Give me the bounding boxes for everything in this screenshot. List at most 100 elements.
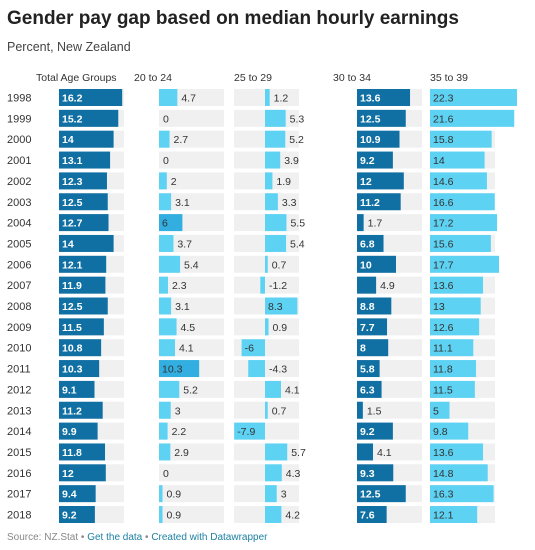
data-label: 5.8 xyxy=(360,364,375,376)
footer-separator: • xyxy=(78,532,88,543)
bar xyxy=(159,276,168,294)
bar xyxy=(265,130,286,148)
data-label: 12.5 xyxy=(360,113,381,125)
data-label: 0.7 xyxy=(272,405,287,417)
data-label: 3.1 xyxy=(175,301,190,313)
data-label: 2.7 xyxy=(174,134,189,146)
data-label: 14 xyxy=(62,134,74,146)
row-label-2011: 2011 xyxy=(7,364,31,376)
bar xyxy=(59,422,98,440)
data-label: 21.6 xyxy=(433,113,454,125)
bar-background xyxy=(159,485,224,503)
get-the-data-link[interactable]: Get the data xyxy=(87,532,143,543)
bar-background xyxy=(159,506,224,523)
data-label: 8.8 xyxy=(360,301,375,313)
data-label: 12.6 xyxy=(433,322,454,334)
bar xyxy=(159,401,171,419)
bar xyxy=(159,130,170,148)
data-label: 2.2 xyxy=(172,426,187,438)
data-label: 12.5 xyxy=(62,301,83,313)
data-label: 1.9 xyxy=(276,176,291,188)
bar-background xyxy=(159,401,224,419)
bar xyxy=(357,464,394,482)
bar xyxy=(430,318,480,336)
datawrapper-credit-link[interactable]: Created with Datawrapper xyxy=(151,532,268,543)
data-label: 1.2 xyxy=(274,93,289,105)
bar xyxy=(357,339,389,357)
bar xyxy=(59,109,119,127)
bar xyxy=(159,360,200,378)
data-label: 16.2 xyxy=(62,93,83,105)
data-label: 13.1 xyxy=(62,155,83,167)
row-label-2014: 2014 xyxy=(7,426,31,438)
data-label: -7.9 xyxy=(237,426,255,438)
bar xyxy=(430,193,495,211)
bar xyxy=(265,172,273,190)
bar xyxy=(265,255,268,273)
data-label: 3.1 xyxy=(175,197,190,209)
data-label: 12.1 xyxy=(62,259,83,271)
bar xyxy=(234,422,265,440)
bar xyxy=(59,172,107,190)
data-label: 10.3 xyxy=(62,364,83,376)
bar xyxy=(357,214,364,232)
data-label: -1.2 xyxy=(269,280,287,292)
bar-background xyxy=(159,151,224,169)
data-label: 11.1 xyxy=(433,343,453,355)
data-label: 9.2 xyxy=(360,155,375,167)
bar-background xyxy=(357,401,422,419)
data-label: 22.3 xyxy=(433,93,454,105)
bar xyxy=(430,130,492,148)
bar-background xyxy=(159,443,224,461)
bar xyxy=(159,234,174,252)
data-label: 4.1 xyxy=(377,447,392,459)
data-label: 11.8 xyxy=(62,447,82,459)
bar xyxy=(265,297,298,315)
bar xyxy=(357,234,384,252)
bar-background xyxy=(159,109,224,127)
row-label-2000: 2000 xyxy=(7,134,31,146)
bar xyxy=(265,151,281,169)
bar xyxy=(430,422,469,440)
data-label: 12 xyxy=(360,176,372,188)
bar-background xyxy=(357,214,422,232)
bar xyxy=(430,401,450,419)
data-label: 14.6 xyxy=(433,176,454,188)
data-label: 5.2 xyxy=(289,134,304,146)
data-label: 5.4 xyxy=(290,238,305,250)
bar xyxy=(159,422,168,440)
data-label: 4.2 xyxy=(285,510,300,522)
data-label: 14.8 xyxy=(433,468,454,480)
bar xyxy=(430,276,484,294)
bar xyxy=(265,234,287,252)
data-label: 9.4 xyxy=(62,489,77,501)
data-label: 15.2 xyxy=(62,113,83,125)
row-label-2004: 2004 xyxy=(7,218,31,230)
data-label: 4.1 xyxy=(179,343,194,355)
data-label: 9.2 xyxy=(62,510,77,522)
data-label: 12.7 xyxy=(62,218,83,230)
bar xyxy=(260,276,265,294)
data-label: 8 xyxy=(360,343,366,355)
row-label-2003: 2003 xyxy=(7,197,31,209)
chart-footer: Source: NZ.Stat • Get the data • Created… xyxy=(7,532,267,543)
bar xyxy=(248,360,265,378)
row-label-2013: 2013 xyxy=(7,405,31,417)
data-label: 2.9 xyxy=(174,447,189,459)
bar xyxy=(357,89,411,106)
bar xyxy=(159,297,172,315)
bar xyxy=(265,214,287,232)
bar xyxy=(59,276,106,294)
row-label-2018: 2018 xyxy=(7,510,31,522)
data-label: 2.3 xyxy=(172,280,187,292)
bar xyxy=(357,109,406,127)
data-label: 13 xyxy=(433,301,445,313)
data-label: 16.3 xyxy=(433,489,454,501)
data-label: 9.9 xyxy=(62,426,77,438)
bar xyxy=(59,297,108,315)
data-label: 3.9 xyxy=(284,155,299,167)
data-label: 1.7 xyxy=(368,218,383,230)
bar xyxy=(59,506,95,523)
data-label: 16.6 xyxy=(433,197,454,209)
data-label: 0.9 xyxy=(273,322,288,334)
